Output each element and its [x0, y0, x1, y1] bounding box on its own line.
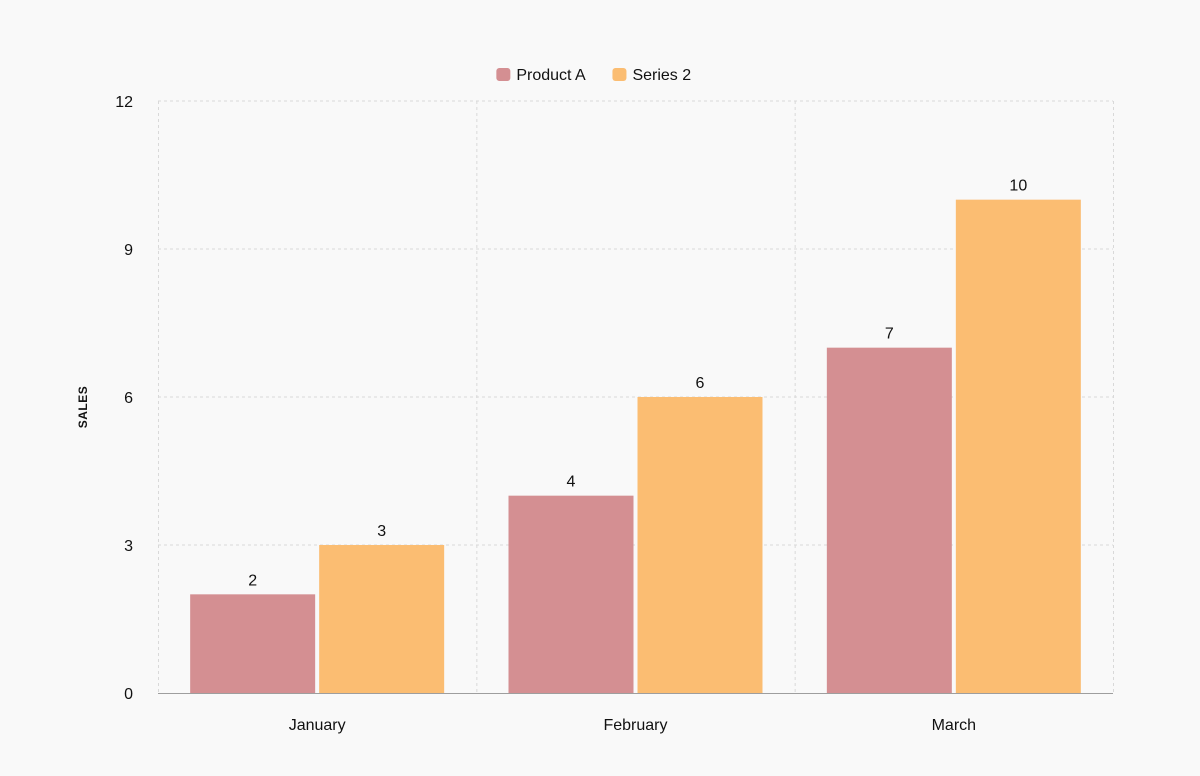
data-label: 10 — [1009, 178, 1027, 195]
bar-product-a-march[interactable] — [826, 347, 952, 693]
data-label: 3 — [377, 523, 386, 540]
data-label: 2 — [248, 572, 257, 589]
legend-label: Series 2 — [632, 67, 691, 84]
y-axis-title: SALES — [76, 386, 90, 429]
legend-swatch — [612, 68, 627, 81]
bars — [190, 199, 1081, 693]
data-labels: 2 3 4 6 7 10 — [248, 178, 1027, 590]
bar-series-2-january[interactable] — [319, 545, 445, 693]
bar-product-a-january[interactable] — [190, 594, 316, 693]
legend-item-product-a[interactable]: Product A — [496, 67, 586, 84]
data-label: 7 — [885, 326, 894, 343]
y-tick-label: 12 — [115, 94, 133, 111]
x-category-label: January — [289, 717, 346, 734]
bar-series-2-march[interactable] — [955, 199, 1081, 693]
legend-label: Product A — [516, 67, 586, 84]
legend-item-series-2[interactable]: Series 2 — [612, 67, 691, 84]
data-label: 6 — [696, 375, 705, 392]
bar-series-2-february[interactable] — [637, 397, 763, 693]
legend-swatch — [496, 68, 511, 81]
y-tick-label: 6 — [124, 390, 133, 407]
legend: Product A Series 2 — [496, 67, 691, 84]
y-tick-label: 9 — [124, 242, 133, 259]
data-label: 4 — [567, 474, 576, 491]
bar-product-a-february[interactable] — [508, 495, 634, 693]
x-category-label: March — [932, 717, 976, 734]
axes: 0 3 6 9 12 January February March — [115, 94, 1113, 734]
y-tick-label: 3 — [124, 538, 133, 555]
y-tick-label: 0 — [124, 686, 133, 703]
grid-lines — [158, 100, 1114, 693]
x-category-label: February — [603, 717, 667, 734]
